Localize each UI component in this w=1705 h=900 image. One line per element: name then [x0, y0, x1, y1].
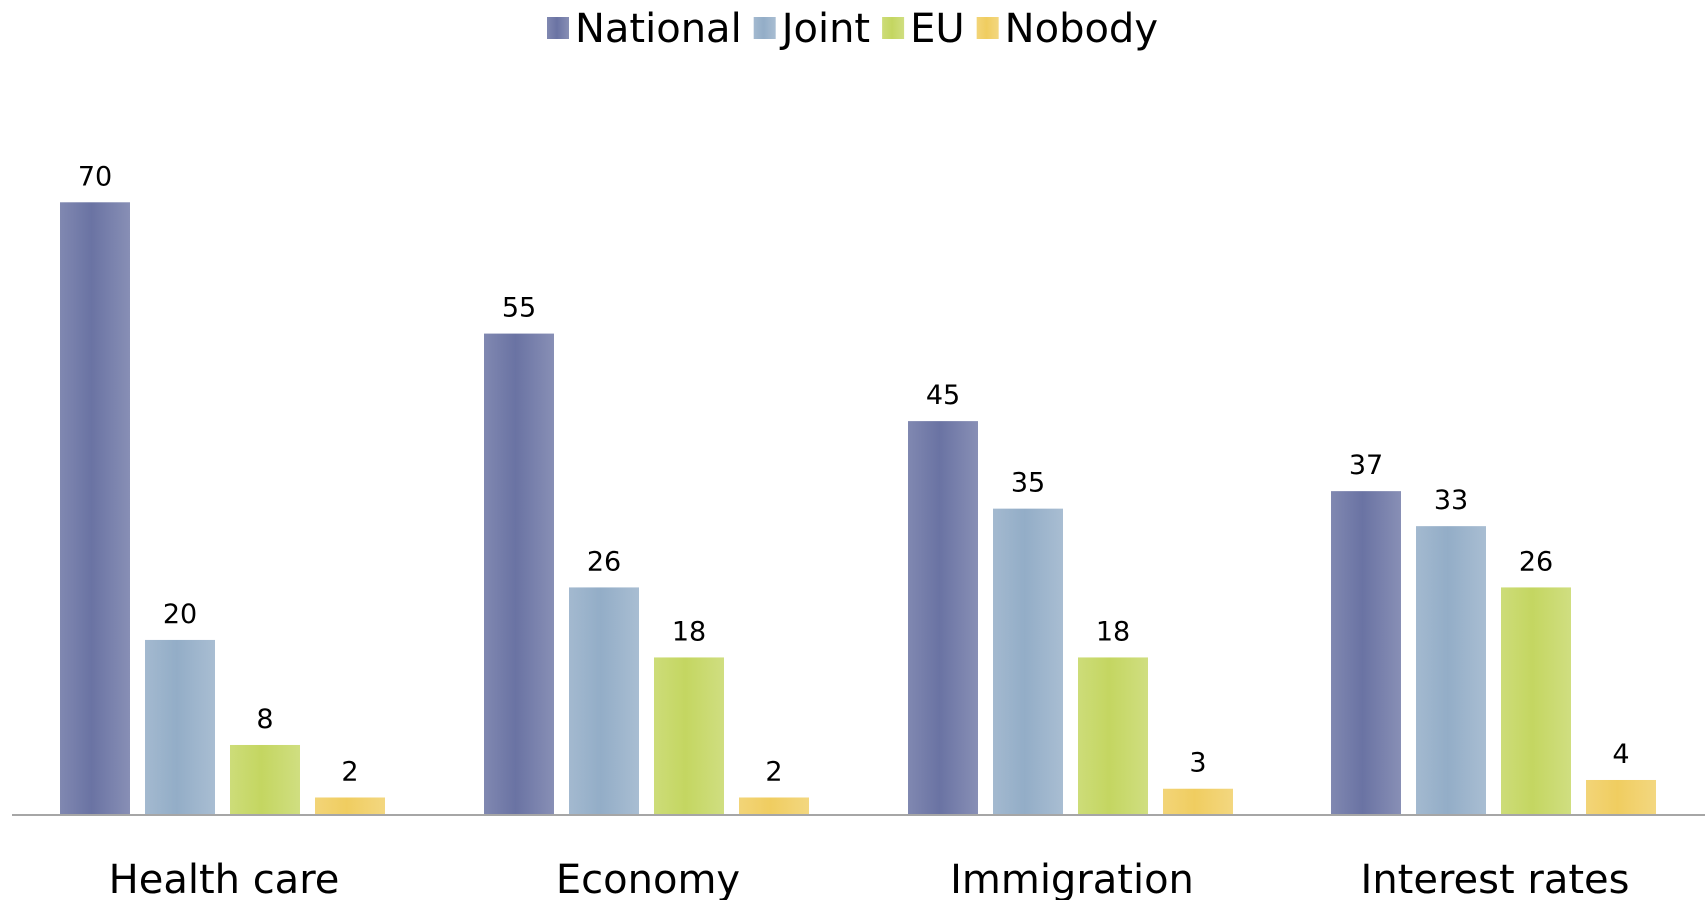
data-label-national-immigration: 45 — [926, 380, 960, 411]
legend-label-nobody: Nobody — [1005, 6, 1158, 52]
data-labels-group: 70 20 8 2 55 26 18 2 45 35 18 3 37 33 26 4 — [78, 161, 1630, 787]
category-label-health-care: Health care — [109, 857, 340, 900]
data-label-national-economy: 55 — [502, 293, 536, 324]
legend-label-eu: EU — [910, 6, 965, 52]
legend-swatch-national — [547, 17, 569, 39]
legend-swatch-joint — [753, 17, 776, 39]
bars-group — [60, 202, 1656, 816]
bar-nobody-health-care — [315, 797, 385, 815]
data-label-joint-immigration: 35 — [1011, 468, 1045, 499]
bar-eu-economy — [654, 657, 724, 815]
bar-joint-immigration — [993, 508, 1063, 815]
category-label-immigration: Immigration — [950, 857, 1194, 900]
data-label-joint-health-care: 20 — [163, 599, 197, 630]
data-label-national-interest-rates: 37 — [1349, 450, 1383, 481]
legend-swatch-nobody — [976, 17, 999, 39]
data-label-eu-economy: 18 — [672, 616, 706, 647]
bar-joint-interest-rates — [1416, 526, 1486, 815]
chart-legend: National Joint EU Nobody — [547, 6, 1158, 52]
data-label-nobody-health-care: 2 — [341, 756, 358, 787]
bar-national-health-care — [60, 202, 130, 816]
bar-national-economy — [484, 333, 554, 815]
bar-eu-interest-rates — [1501, 587, 1571, 815]
data-label-eu-health-care: 8 — [256, 704, 273, 735]
bar-eu-health-care — [230, 744, 300, 815]
data-label-eu-immigration: 18 — [1096, 616, 1130, 647]
data-label-joint-interest-rates: 33 — [1434, 485, 1468, 516]
legend-swatch-eu — [882, 17, 905, 39]
bar-national-interest-rates — [1331, 491, 1401, 815]
data-label-nobody-interest-rates: 4 — [1612, 739, 1629, 770]
bar-nobody-interest-rates — [1586, 779, 1656, 815]
bar-joint-health-care — [145, 639, 215, 815]
data-label-eu-interest-rates: 26 — [1519, 546, 1553, 577]
category-label-economy: Economy — [556, 857, 740, 900]
legend-label-joint: Joint — [779, 6, 870, 52]
data-label-nobody-economy: 2 — [765, 756, 782, 787]
legend-label-national: National — [575, 6, 742, 52]
data-label-nobody-immigration: 3 — [1189, 748, 1206, 779]
category-label-interest-rates: Interest rates — [1361, 857, 1630, 900]
bar-nobody-economy — [739, 797, 809, 815]
bar-nobody-immigration — [1163, 788, 1233, 815]
data-label-national-health-care: 70 — [78, 161, 112, 192]
data-label-joint-economy: 26 — [587, 546, 621, 577]
bar-national-immigration — [908, 421, 978, 815]
bar-joint-economy — [569, 587, 639, 815]
bar-eu-immigration — [1078, 657, 1148, 815]
x-axis-categories: Health care Economy Immigration Interest ra… — [109, 857, 1630, 900]
